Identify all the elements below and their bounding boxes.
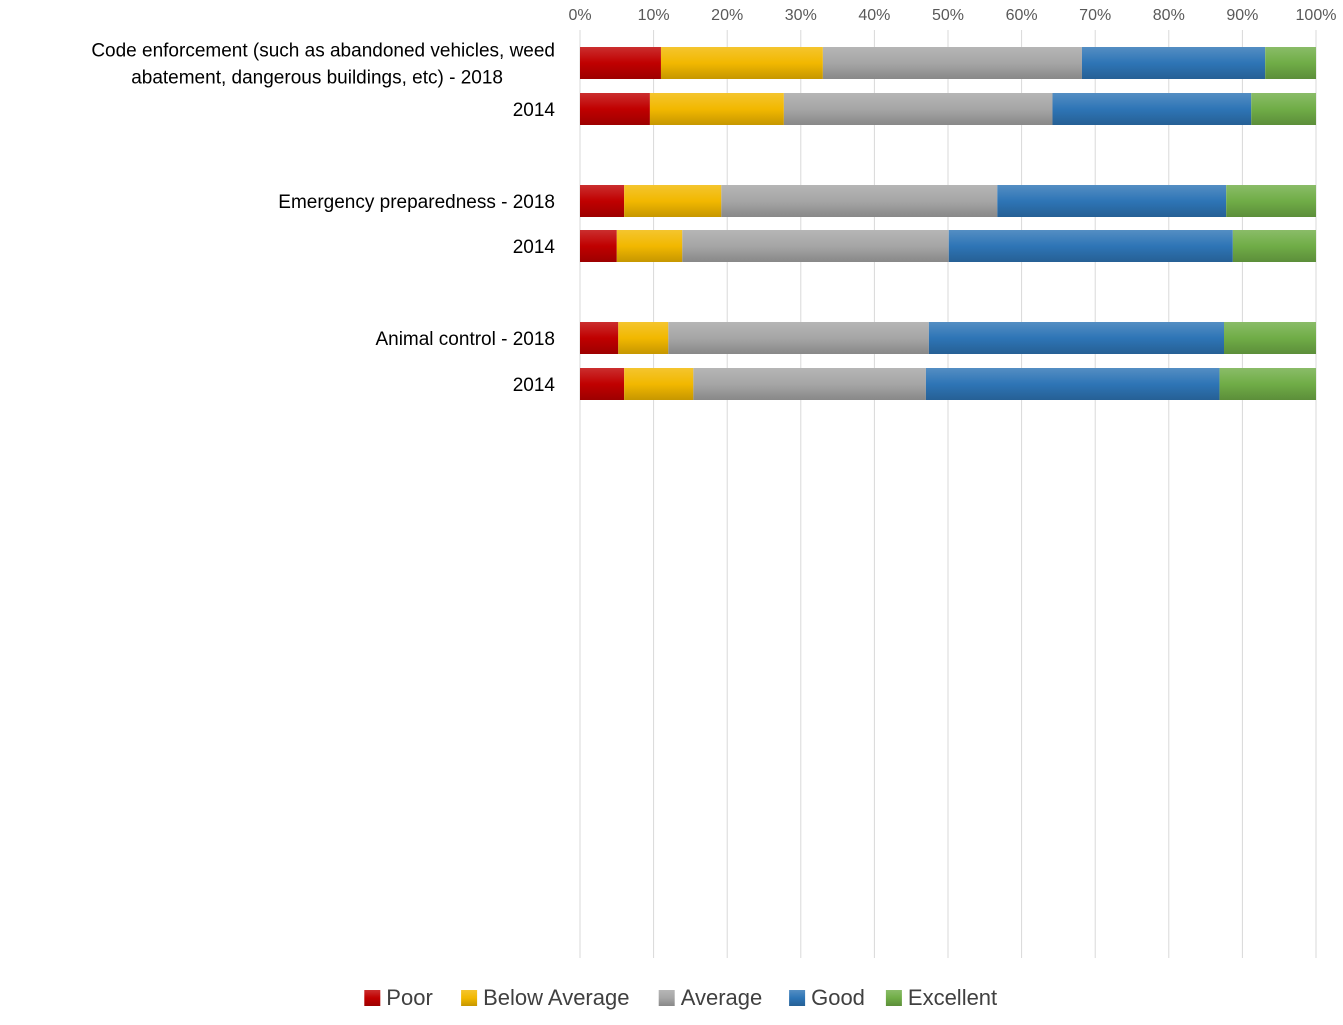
- legend-label: Excellent: [908, 985, 997, 1010]
- category-label: Code enforcement (such as abandoned vehi…: [91, 41, 555, 62]
- x-tick-label: 100%: [1296, 7, 1337, 24]
- category-label: 2014: [513, 237, 556, 258]
- bar-segment: [1232, 230, 1316, 262]
- x-tick-label: 20%: [711, 7, 743, 24]
- x-tick-label: 90%: [1226, 7, 1258, 24]
- bar-segment: [580, 47, 661, 79]
- bar-segment: [668, 322, 929, 354]
- legend-item-average: Average: [658, 985, 763, 1010]
- legend-swatch: [461, 990, 478, 1006]
- bar-segment: [1265, 47, 1316, 79]
- bar-segment: [1081, 47, 1266, 79]
- bar-segment: [1226, 185, 1316, 217]
- bar-segment: [624, 368, 694, 400]
- legend-item-good: Good: [789, 985, 865, 1010]
- bar-segment: [580, 322, 619, 354]
- legend-label: Good: [811, 985, 865, 1010]
- bar-segment: [997, 185, 1227, 217]
- legend-swatch: [885, 990, 902, 1006]
- category-label: 2014: [513, 100, 556, 121]
- bar-segment: [1219, 368, 1316, 400]
- legend-item-excellent: Excellent: [885, 985, 997, 1010]
- category-label: Emergency preparedness - 2018: [278, 192, 555, 213]
- legend-swatch: [658, 990, 675, 1006]
- x-tick-label: 0%: [568, 7, 591, 24]
- x-tick-label: 30%: [785, 7, 817, 24]
- legend-swatch: [789, 990, 806, 1006]
- legend-item-poor: Poor: [364, 985, 433, 1010]
- category-label: abatement, dangerous buildings, etc) - 2…: [131, 68, 503, 89]
- bar-segment: [693, 368, 926, 400]
- bar-segment: [1052, 93, 1252, 125]
- legend-label: Poor: [386, 985, 432, 1010]
- legend-item-below-average: Below Average: [461, 985, 629, 1010]
- bar-segment: [925, 368, 1220, 400]
- bar-segment: [580, 185, 625, 217]
- x-tick-label: 80%: [1153, 7, 1185, 24]
- bar-segment: [822, 47, 1082, 79]
- legend-label: Average: [681, 985, 763, 1010]
- x-tick-label: 70%: [1079, 7, 1111, 24]
- bar-segment: [682, 230, 949, 262]
- category-label: Animal control - 2018: [375, 329, 555, 350]
- bar-segment: [928, 322, 1224, 354]
- bar-segment: [580, 230, 617, 262]
- bar-segment: [580, 368, 625, 400]
- bar-segment: [783, 93, 1053, 125]
- x-tick-label: 50%: [932, 7, 964, 24]
- bar-segment: [649, 93, 784, 125]
- bar-segment: [580, 93, 650, 125]
- bar-segment: [624, 185, 722, 217]
- legend-swatch: [364, 990, 381, 1006]
- bar-segment: [616, 230, 683, 262]
- x-tick-label: 60%: [1006, 7, 1038, 24]
- bar-segment: [1224, 322, 1316, 354]
- bar-segment: [1251, 93, 1316, 125]
- bar-segment: [660, 47, 823, 79]
- bar-segment: [948, 230, 1233, 262]
- bar-segment: [618, 322, 669, 354]
- x-tick-label: 10%: [638, 7, 670, 24]
- bar-segment: [721, 185, 998, 217]
- x-tick-label: 40%: [858, 7, 890, 24]
- category-label: 2014: [513, 375, 556, 396]
- legend-label: Below Average: [483, 985, 629, 1010]
